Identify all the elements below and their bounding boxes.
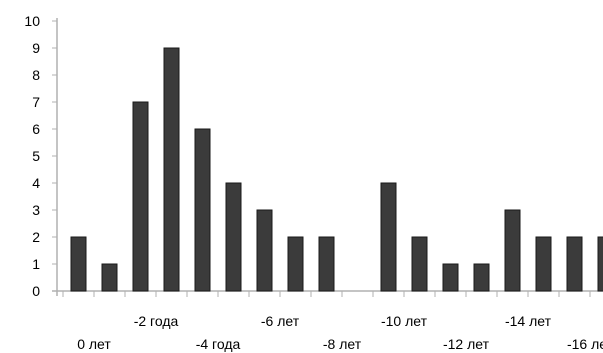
x-category-label: -12 лет [443, 336, 490, 352]
bar [566, 236, 583, 292]
y-tick-label: 1 [32, 256, 40, 272]
bar [504, 209, 521, 292]
y-tick-label: 3 [32, 202, 40, 218]
y-tick-label: 4 [32, 175, 40, 191]
y-tick-label: 7 [32, 94, 40, 110]
x-category-label: -2 года [134, 313, 179, 329]
y-tick-label: 10 [24, 13, 40, 29]
bars [70, 47, 603, 292]
bar [101, 263, 118, 292]
x-category-label: -14 лет [505, 313, 552, 329]
y-tick-label: 8 [32, 67, 40, 83]
bar [287, 236, 304, 292]
bar [535, 236, 552, 292]
bar [163, 47, 180, 292]
x-category-label: -8 лет [323, 336, 362, 352]
y-tick-label: 2 [32, 229, 40, 245]
bar [380, 182, 397, 292]
bar [225, 182, 242, 292]
bar [194, 128, 211, 292]
bar [411, 236, 428, 292]
bar [318, 236, 335, 292]
y-tick-label: 5 [32, 148, 40, 164]
x-axis-labels: 0 лет -2 года -4 года -6 лет -8 лет -10 лет -1… [77, 313, 603, 352]
y-tick-label: 9 [32, 40, 40, 56]
bar [442, 263, 459, 292]
x-category-label: 0 лет [77, 336, 111, 352]
y-tick-label: 0 [32, 283, 40, 299]
x-category-label: -6 лет [261, 313, 300, 329]
bar [597, 236, 603, 292]
y-axis-ticks: 0 1 2 3 4 5 6 7 8 9 10 [24, 13, 40, 299]
y-tick-label: 6 [32, 121, 40, 137]
bar [473, 263, 490, 292]
bar [132, 101, 149, 292]
x-category-label: -10 лет [381, 313, 428, 329]
bar [256, 209, 273, 292]
bar [70, 236, 87, 292]
x-category-label: -4 года [196, 336, 241, 352]
x-category-label: -16 лет [567, 336, 603, 352]
